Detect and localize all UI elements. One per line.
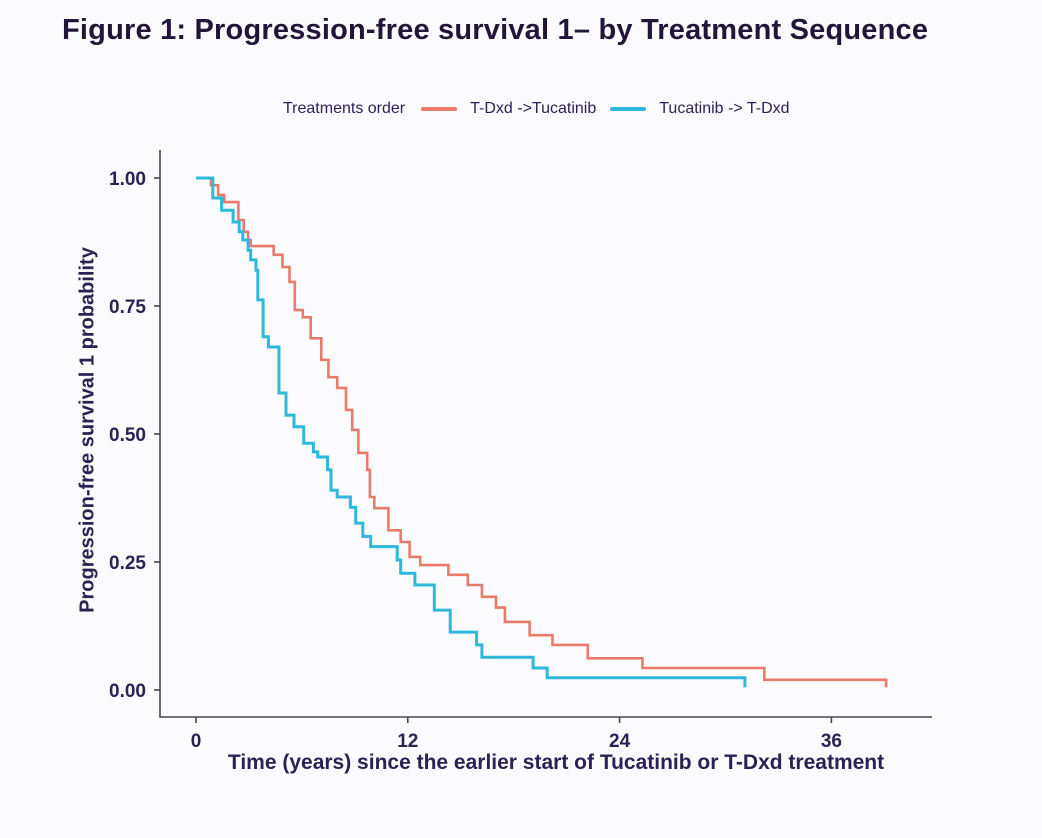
y-tick-label: 0.00: [109, 681, 146, 702]
legend-key-line-tucatinib-tdxd: [610, 107, 647, 111]
y-axis-title: Progression-free survival 1 probability: [76, 247, 99, 613]
figure-title: Figure 1: Progression-free survival 1– b…: [62, 14, 929, 46]
legend-item-tucatinib-tdxd: Tucatinib -> T-Dxd: [610, 100, 790, 118]
y-tick-label: 0.25: [109, 553, 146, 574]
km-curve-tdxd-first: [196, 176, 888, 688]
x-tick-label: 0: [191, 731, 202, 752]
legend: Treatments order T-Dxd ->Tucatinib Tucat…: [283, 96, 790, 122]
y-tick-label: 1.00: [109, 169, 146, 190]
legend-item-tdxd-tucatinib: T-Dxd ->Tucatinib: [421, 100, 596, 118]
axis-lines: [159, 150, 932, 718]
legend-key-line-tdxd-tucatinib: [421, 107, 458, 111]
km-curve-tucatinib-first: [196, 176, 747, 688]
y-tick-label: 0.75: [109, 297, 146, 318]
legend-item-label: T-Dxd ->Tucatinib: [470, 100, 597, 117]
x-tick-label: 24: [609, 731, 631, 752]
legend-item-label: Tucatinib -> T-Dxd: [659, 100, 790, 117]
x-axis-title: Time (years) since the earlier start of …: [227, 751, 885, 774]
x-tick-label: 12: [397, 731, 418, 752]
legend-title: Treatments order: [283, 100, 406, 117]
y-tick-label: 0.50: [109, 425, 146, 446]
x-tick-label: 36: [821, 731, 842, 752]
